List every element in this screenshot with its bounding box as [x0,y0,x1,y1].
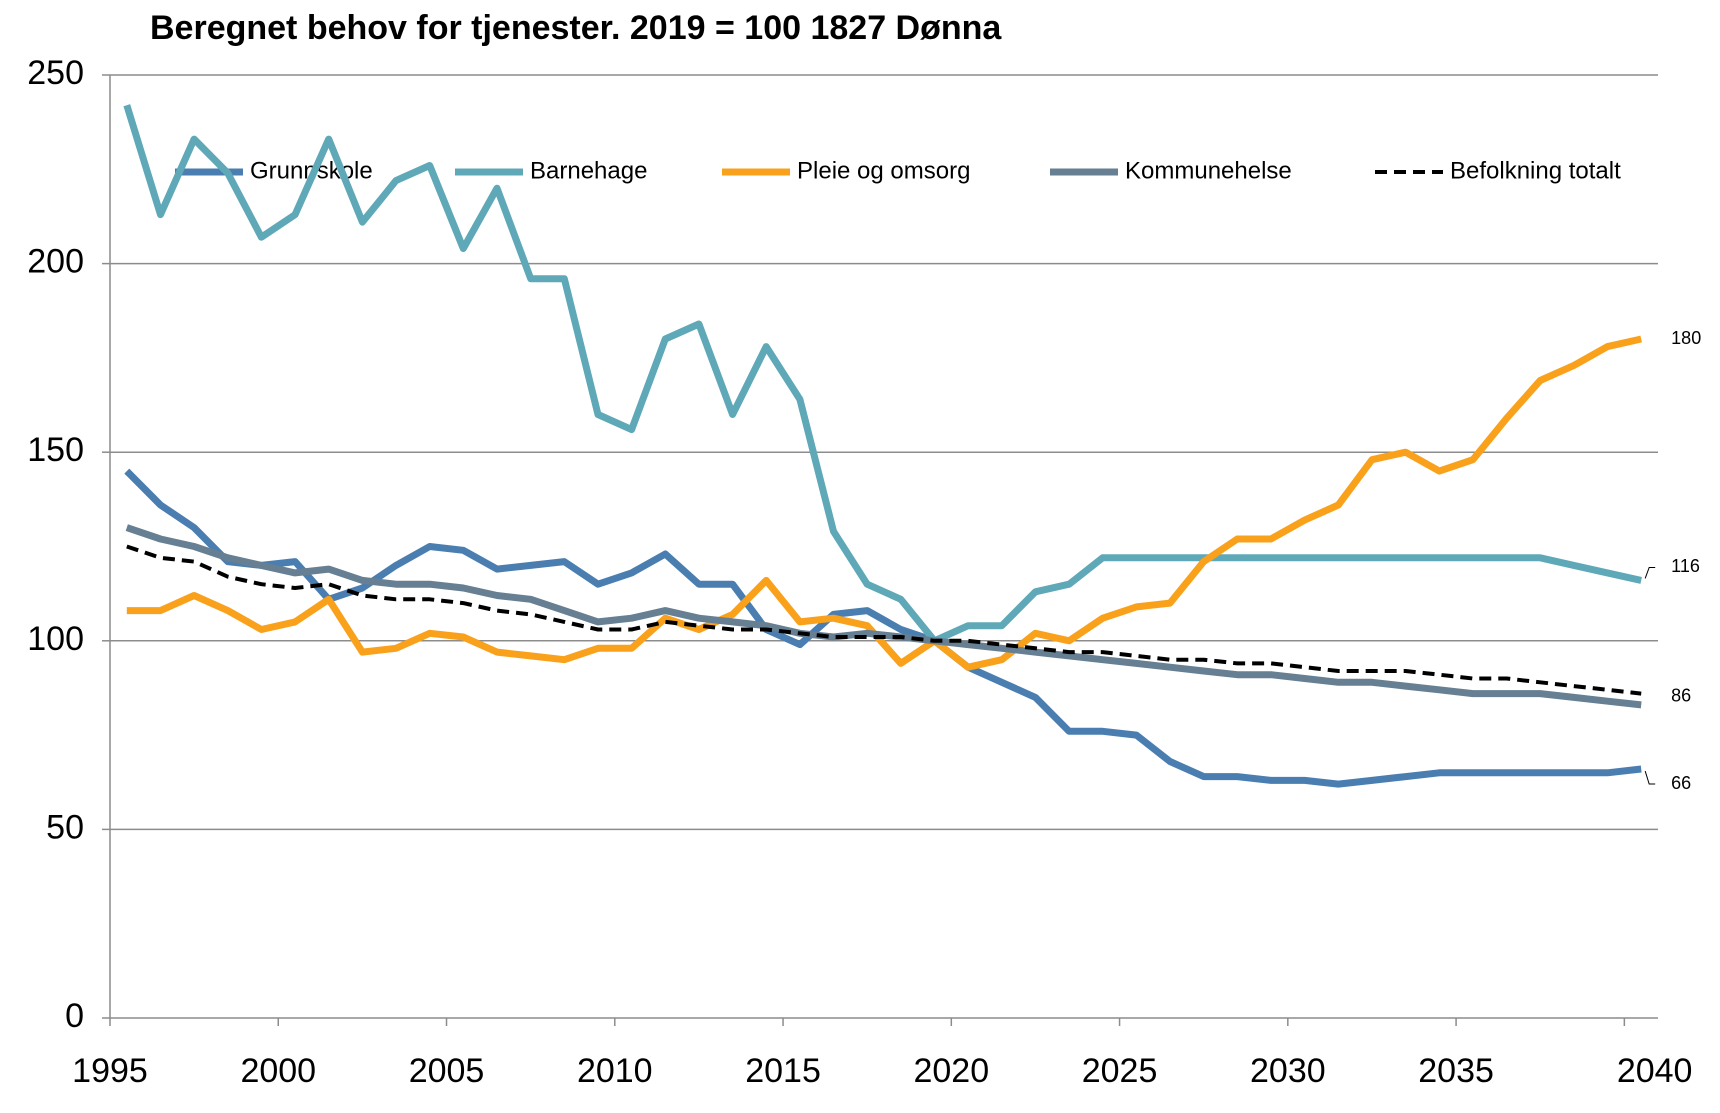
series-line [123,104,1642,645]
legend-label: Kommunehelse [1125,157,1292,184]
y-tick-label: 0 [65,997,84,1035]
leader [1644,770,1656,785]
x-tick-label: 2025 [1082,1052,1158,1090]
x-tick-label: 2020 [913,1052,989,1090]
chart-title: Beregnet behov for tjenester. 2019 = 100… [150,9,1002,47]
x-tick-label: 2040 [1617,1052,1693,1090]
data-label: 180 [1671,328,1701,348]
x-tick-label: 2005 [409,1052,485,1090]
data-label: 116 [1671,556,1700,576]
y-tick-label: 250 [27,54,84,92]
series-line [126,544,1642,696]
data-label: 86 [1671,685,1691,705]
legend-label: Befolkning totalt [1450,157,1621,184]
x-tick-label: 2035 [1418,1052,1494,1090]
y-tick-label: 50 [46,808,84,846]
series-line [124,468,1642,788]
legend-label: Barnehage [530,157,647,184]
x-tick-label: 1995 [72,1052,148,1090]
leader [1644,566,1656,579]
y-tick-label: 150 [27,431,84,469]
series-line [126,335,1642,671]
x-tick-label: 2015 [745,1052,821,1090]
x-tick-label: 2010 [577,1052,653,1090]
data-label: 66 [1671,773,1691,793]
y-tick-label: 200 [27,243,84,281]
x-tick-label: 2000 [240,1052,316,1090]
y-tick-label: 100 [27,620,84,658]
x-tick-label: 2030 [1250,1052,1326,1090]
legend-label: Pleie og omsorg [797,157,970,184]
